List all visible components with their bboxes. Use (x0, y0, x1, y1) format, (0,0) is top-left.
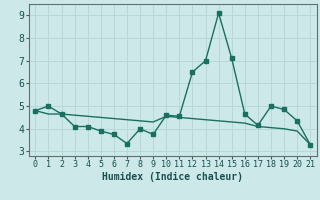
X-axis label: Humidex (Indice chaleur): Humidex (Indice chaleur) (102, 172, 243, 182)
